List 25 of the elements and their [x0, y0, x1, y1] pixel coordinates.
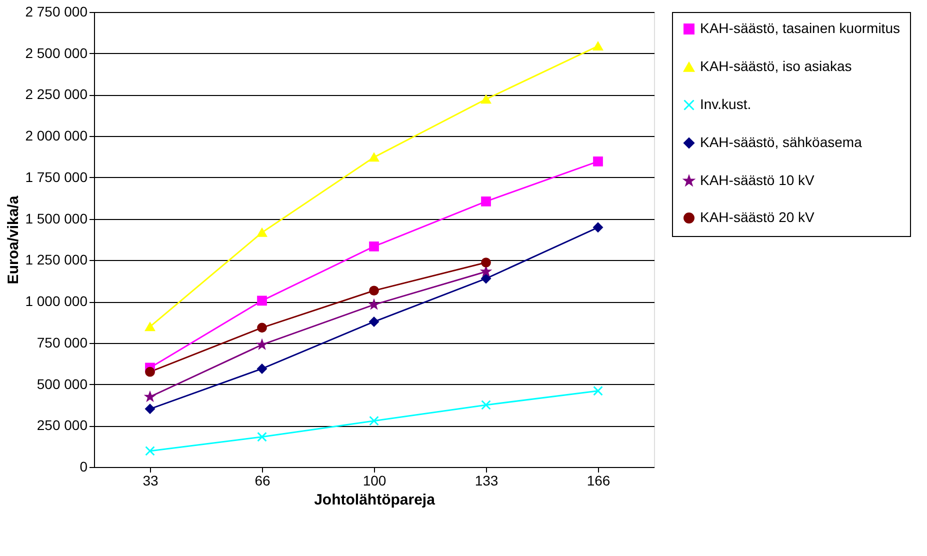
y-tick-label: 2 500 000 [25, 44, 88, 61]
legend-label: KAH-säästö 10 kV [700, 172, 816, 188]
x-tick-label: 166 [586, 472, 610, 488]
x-tick-label: 33 [142, 472, 158, 488]
x-tick-label: 66 [254, 472, 270, 488]
legend-label: KAH-säästö, sähköasema [700, 134, 862, 150]
y-tick-label: 250 000 [36, 417, 88, 434]
x-axis-title: Johtolähtöpareja [314, 492, 436, 508]
y-tick-label: 1 750 000 [25, 168, 88, 185]
legend-label: KAH-säästö, tasainen kuormitus [700, 20, 900, 36]
y-tick-label: 750 000 [36, 334, 88, 350]
y-tick-label: 1 000 000 [25, 293, 88, 310]
x-tick-label: 133 [474, 472, 498, 488]
y-tick-label: 1 250 000 [25, 252, 88, 268]
y-tick-label: 1 500 000 [25, 210, 88, 226]
y-axis-title: Euroa/vika/a [5, 195, 22, 284]
x-tick-label: 100 [362, 472, 386, 488]
y-tick-label: 2 750 000 [25, 4, 88, 20]
legend-label: KAH-säästö, iso asiakas [700, 58, 852, 74]
y-tick-label: 2 250 000 [25, 86, 88, 102]
legend-label: Inv.kust. [700, 96, 752, 112]
y-tick-label: 0 [80, 458, 88, 474]
y-tick-label: 500 000 [36, 376, 88, 392]
legend-label: KAH-säästö 20 kV [700, 209, 816, 225]
y-tick-label: 2 000 000 [25, 128, 88, 144]
